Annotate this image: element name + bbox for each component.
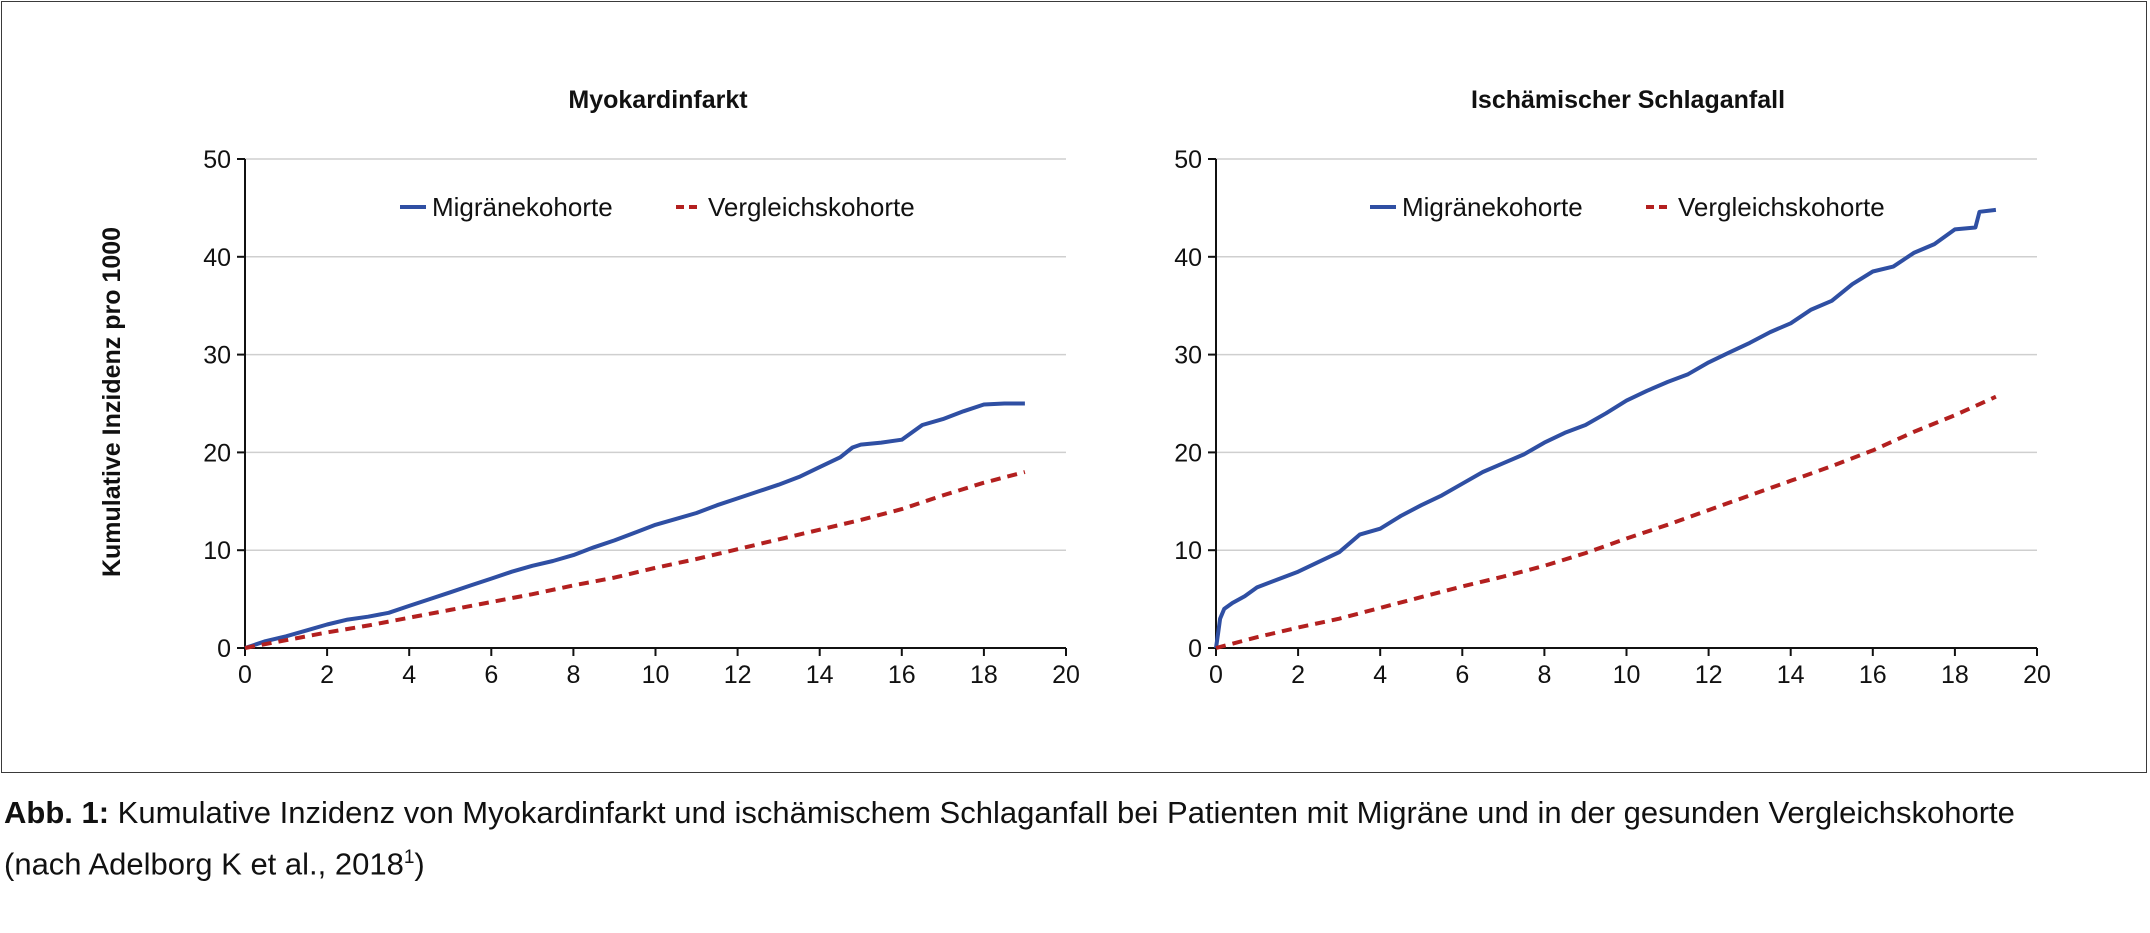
caption-line-2: (nach Adelborg K et al., 20181)	[4, 835, 2124, 886]
y-tick-label: 50	[1174, 146, 1202, 174]
x-tick-label: 14	[806, 661, 834, 689]
x-tick-label: 10	[642, 661, 670, 689]
y-tick-label: 10	[1174, 537, 1202, 565]
x-tick-label: 8	[566, 661, 580, 689]
series-line-migraenekohorte	[1214, 207, 1997, 649]
y-tick-label: 0	[217, 635, 231, 663]
x-tick-label: 2	[1291, 661, 1305, 689]
caption-label: Abb. 1:	[4, 795, 110, 830]
x-tick-label: 20	[2023, 661, 2051, 689]
x-tick-label: 10	[1613, 661, 1641, 689]
x-tick-label: 14	[1777, 661, 1805, 689]
x-tick-label: 6	[484, 661, 498, 689]
x-tick-label: 2	[320, 661, 334, 689]
x-tick-label: 6	[1455, 661, 1469, 689]
legend-label: Migränekohorte	[432, 192, 613, 222]
series-line-migraenekohorte	[244, 401, 1025, 650]
y-tick-label: 0	[1188, 635, 1202, 663]
y-tick-label: 30	[203, 342, 231, 370]
chart-area: Kumulative Inzidenz pro 1000 Myokardinfa…	[98, 86, 2051, 689]
caption-reference: 1	[403, 847, 415, 868]
legend-item: Vergleichskohorte	[1646, 192, 1885, 222]
panel-title: Ischämischer Schlaganfall	[1471, 86, 1785, 114]
legend-label: Vergleichskohorte	[708, 192, 915, 222]
x-tick-label: 16	[1859, 661, 1887, 689]
y-tick-label: 10	[203, 537, 231, 565]
y-tick-label: 20	[203, 439, 231, 467]
caption-close: )	[414, 846, 425, 882]
y-axis-label: Kumulative Inzidenz pro 1000	[98, 227, 126, 577]
y-tick-label: 50	[203, 146, 231, 174]
x-tick-label: 18	[970, 661, 998, 689]
y-tick-label: 40	[1174, 244, 1202, 272]
x-tick-label: 18	[1941, 661, 1969, 689]
panel-myokardinfarkt: Myokardinfarkt 0 10 20 30 40 50 0 2 4 6 8 10 12 14 16 18…	[203, 86, 1080, 689]
y-tick-label: 40	[203, 244, 231, 272]
y-tick-label: 20	[1174, 439, 1202, 467]
x-tick-label: 12	[724, 661, 752, 689]
x-tick-label: 20	[1052, 661, 1080, 689]
legend-label: Migränekohorte	[1402, 192, 1583, 222]
caption-text: Kumulative Inzidenz von Myokardinfarkt u…	[109, 795, 2015, 830]
panel-title: Myokardinfarkt	[568, 86, 748, 114]
legend-item: Migränekohorte	[1370, 192, 1583, 222]
panel-ischaemischer-schlaganfall: Ischämischer Schlaganfall 0 10 20 30 40 50 0 2 4 6…	[1174, 86, 2051, 689]
figure-caption: Abb. 1: Kumulative Inzidenz von Myokardi…	[4, 790, 2124, 886]
x-tick-label: 16	[888, 661, 916, 689]
x-tick-label: 8	[1537, 661, 1551, 689]
legend-item: Vergleichskohorte	[676, 192, 915, 222]
x-tick-label: 0	[1209, 661, 1223, 689]
caption-line-1: Abb. 1: Kumulative Inzidenz von Myokardi…	[4, 790, 2124, 835]
series-line-vergleichskohorte	[1215, 394, 1997, 650]
legend-label: Vergleichskohorte	[1678, 192, 1885, 222]
x-tick-label: 12	[1695, 661, 1723, 689]
y-tick-label: 30	[1174, 342, 1202, 370]
x-tick-label: 4	[1373, 661, 1387, 689]
x-tick-label: 4	[402, 661, 416, 689]
figure-frame	[1, 1, 2147, 773]
legend-item: Migränekohorte	[400, 192, 613, 222]
caption-source: (nach Adelborg K et al., 2018	[4, 846, 404, 882]
x-tick-label: 0	[238, 661, 252, 689]
series-line-vergleichskohorte	[244, 470, 1026, 650]
